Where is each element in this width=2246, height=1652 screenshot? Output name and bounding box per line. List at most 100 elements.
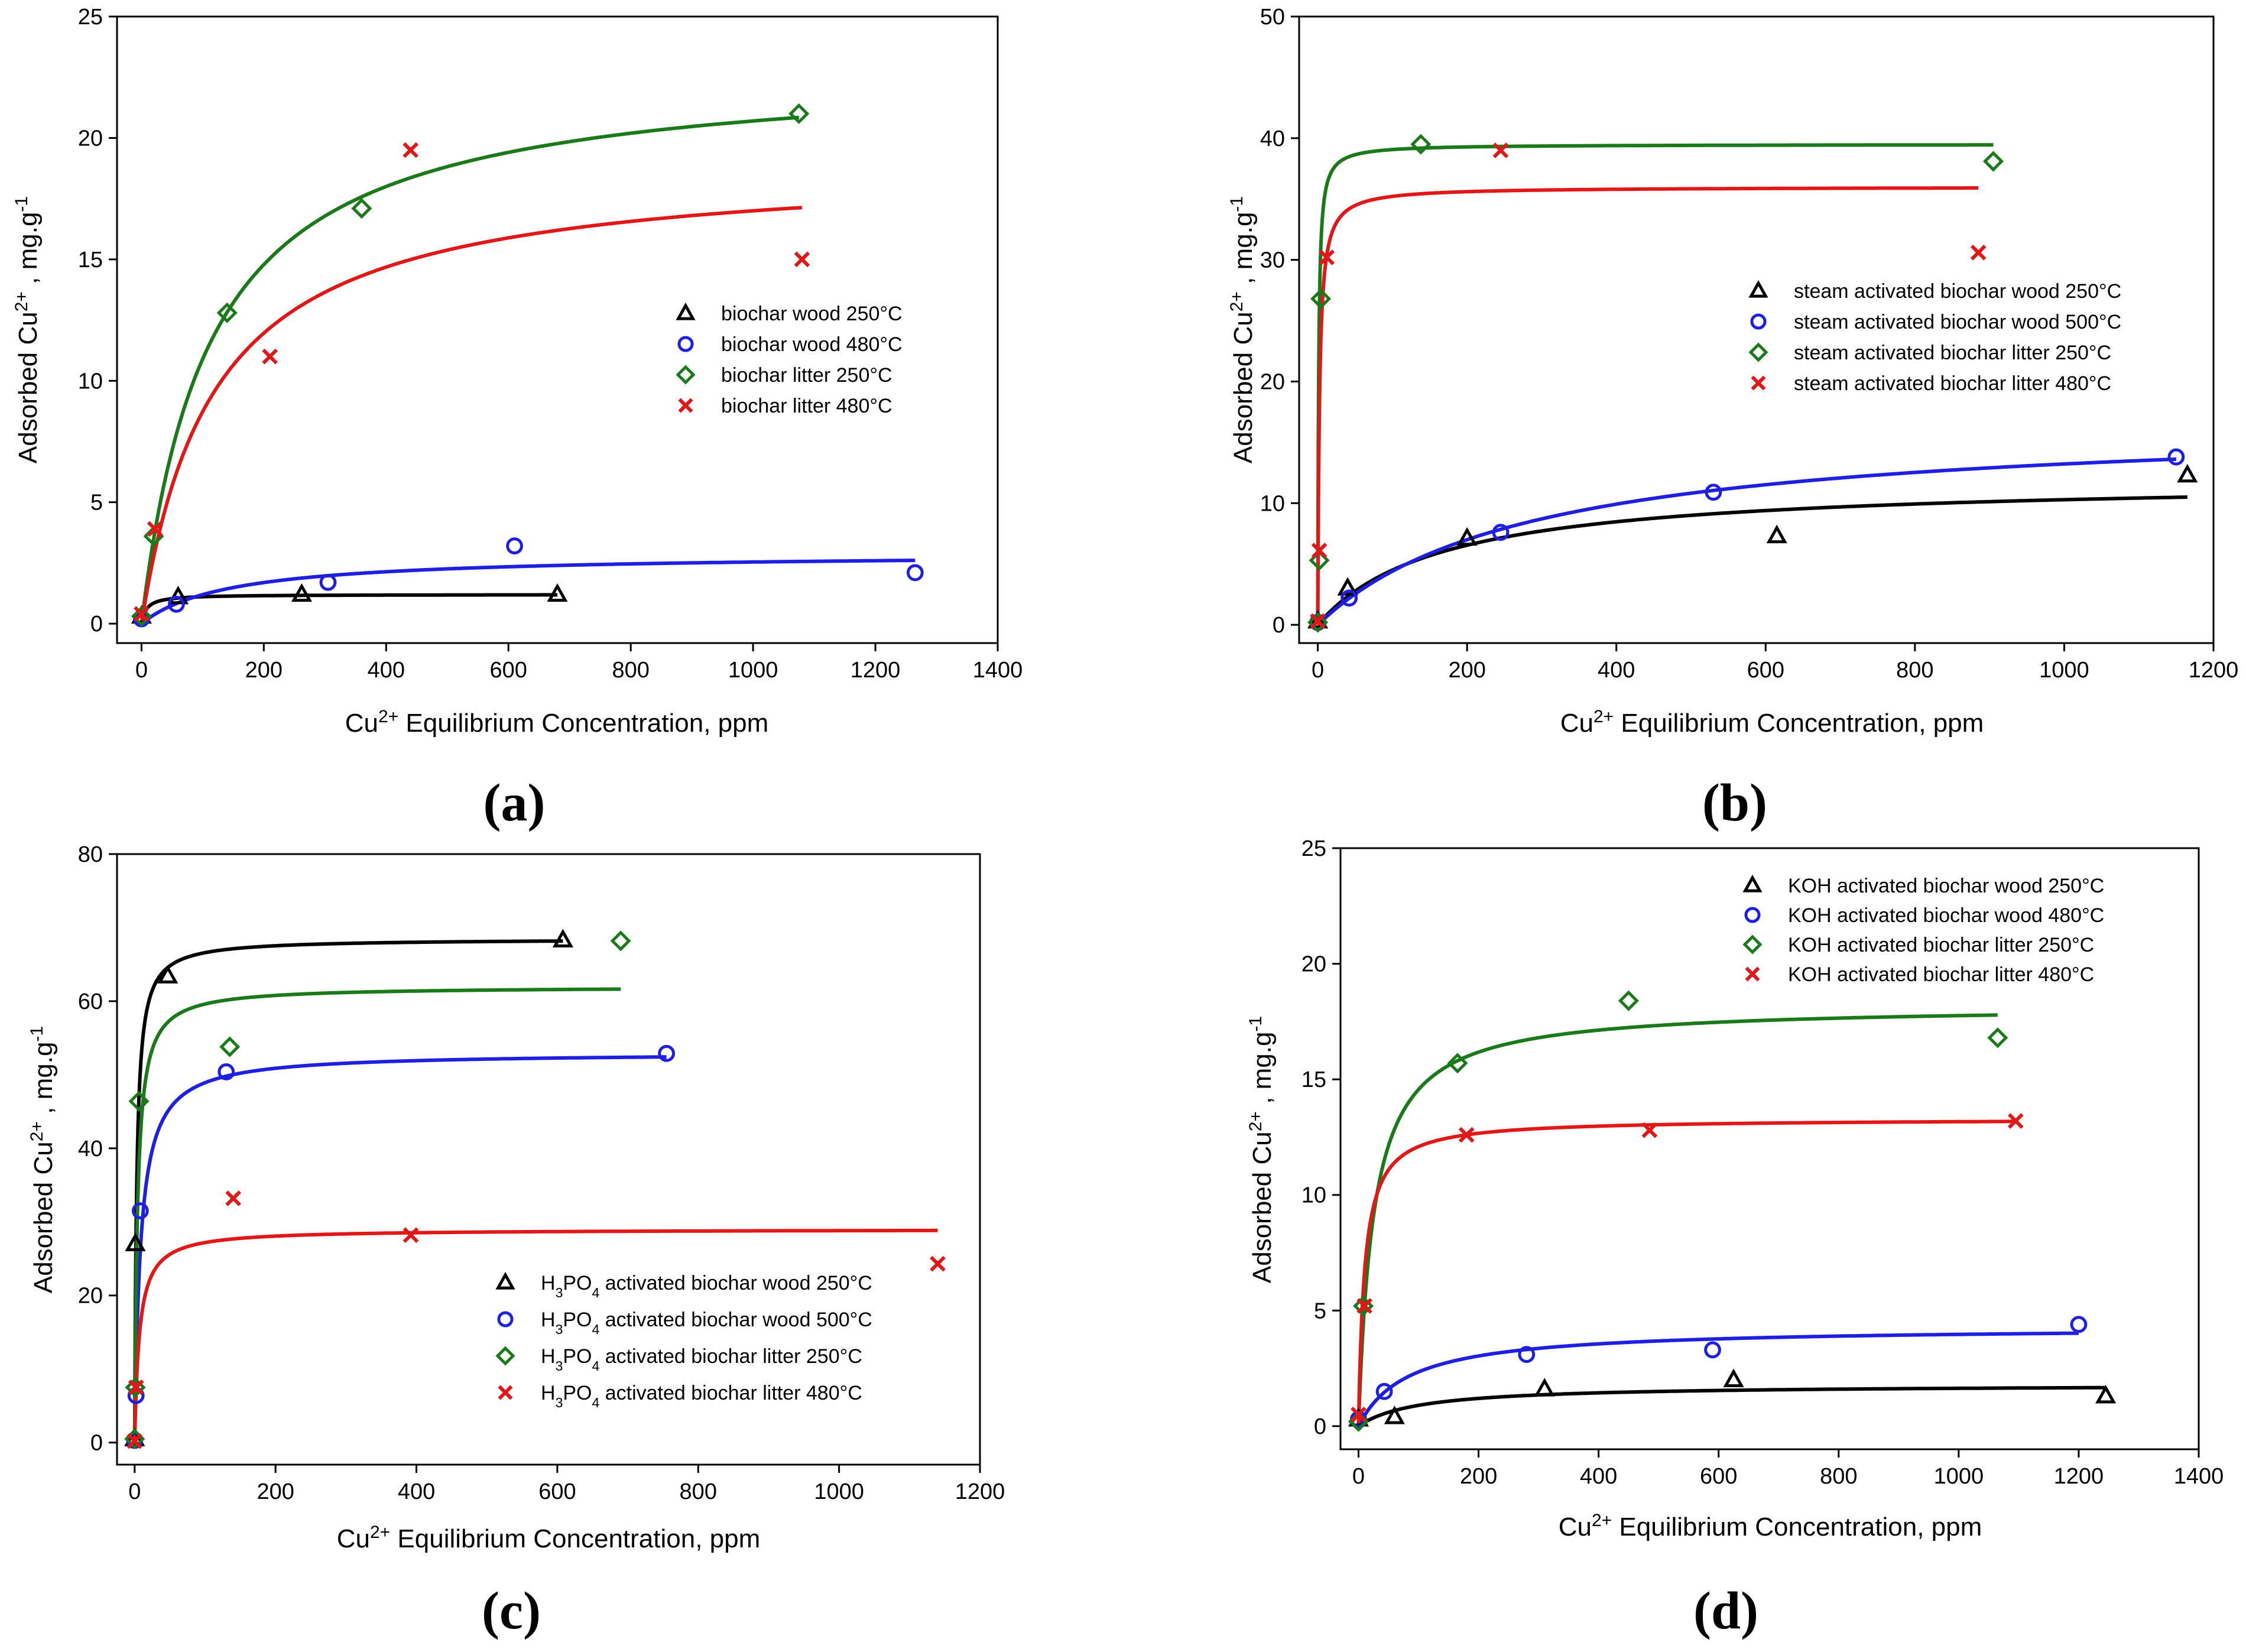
y-tick-label: 20 <box>78 126 103 151</box>
fit-curve-green <box>1316 143 1994 625</box>
series-red-points <box>1310 142 1987 629</box>
x-tick-label: 1400 <box>2174 1464 2224 1489</box>
fit-curve-green <box>1356 1013 1998 1426</box>
cross-marker <box>794 251 810 268</box>
x-tick-label: 600 <box>538 1479 576 1504</box>
y-tick-label: 0 <box>1273 613 1285 638</box>
y-axis-label: Adsorbed Cu2+ , mg.g-1 <box>12 196 43 463</box>
x-tick-label: 400 <box>1598 658 1635 683</box>
legend-entry: biochar wood 250°C <box>721 303 903 325</box>
y-tick-label: 15 <box>78 248 103 272</box>
x-tick-label: 1200 <box>2054 1464 2104 1489</box>
circle-marker <box>1518 1346 1536 1364</box>
triangle-marker <box>1456 527 1478 546</box>
legend-entry: KOH activated biochar wood 480°C <box>1788 904 2104 927</box>
diamond-marker <box>219 1036 241 1057</box>
plot-frame <box>1298 15 2215 644</box>
cross-marker <box>403 1227 419 1244</box>
legend: H3PO4 activated biochar wood 250°C H3PO4 … <box>495 1271 872 1410</box>
circle-marker <box>906 564 924 582</box>
x-tick-label: 600 <box>1700 1464 1737 1489</box>
cross-marker <box>225 1190 241 1206</box>
circle-marker <box>1744 907 1761 923</box>
circle-marker <box>218 1063 235 1080</box>
diamond-marker <box>1310 288 1332 310</box>
x-tick-label: 200 <box>1448 658 1485 683</box>
triangle-marker <box>1384 1406 1405 1424</box>
triangle-marker <box>167 585 189 605</box>
fit-curve-red <box>1316 186 1979 625</box>
diamond-marker <box>1447 1053 1468 1074</box>
x-tick-label: 800 <box>612 658 649 683</box>
diamond-marker <box>495 1346 515 1366</box>
fit-curve-black <box>139 593 557 625</box>
diamond-marker <box>1982 151 2004 172</box>
cross-marker <box>2007 1113 2024 1129</box>
legend-entry: biochar litter 250°C <box>721 364 892 387</box>
panel-c: 0 200 400 600 800 1000 1200 0 20 40 60 80 Cu2+ Equil… <box>27 842 1005 1640</box>
x-tick-label: 1000 <box>814 1479 864 1504</box>
panel-d: 0 200 400 600 800 1000 1200 1400 0 5 10 15 20 25 Cu2+ … <box>1246 836 2224 1640</box>
series-red-points <box>1351 1113 2024 1423</box>
x-axis-label: Cu2+ Equilibrium Concentration, ppm <box>345 707 769 738</box>
legend-entry: steam activated biochar wood 250°C <box>1794 280 2121 303</box>
panel-b: 0 200 400 600 800 1000 1200 0 10 20 30 40 50 Cu2+ Equ… <box>1227 5 2239 832</box>
fit-curve-green <box>139 115 799 624</box>
circle-marker <box>2167 448 2185 466</box>
x-tick-label: 0 <box>1312 658 1324 683</box>
legend-entry: steam activated biochar wood 500°C <box>1794 311 2121 333</box>
x-tick-label: 1000 <box>1934 1464 1984 1489</box>
panel-label: (d) <box>1693 1582 1758 1640</box>
cross-marker <box>1745 966 1760 982</box>
legend-entry: H3PO4 activated biochar wood 500°C <box>541 1309 872 1337</box>
plot-frame <box>1339 847 2200 1450</box>
circle-marker <box>131 1202 149 1220</box>
x-tick-label: 200 <box>257 1479 294 1504</box>
x-tick-label: 600 <box>1747 658 1784 683</box>
cross-marker <box>1492 142 1509 158</box>
fit-curve-blue <box>139 559 916 626</box>
diamond-marker <box>610 930 631 952</box>
x-tick-label: 600 <box>490 658 527 683</box>
fit-curve-green <box>132 987 621 1443</box>
y-axis-label: Adsorbed Cu2+ , mg.g-1 <box>1246 1016 1277 1283</box>
x-tick-label: 1400 <box>973 658 1023 683</box>
legend-entry: steam activated biochar litter 480°C <box>1794 372 2111 395</box>
y-tick-label: 40 <box>1260 126 1285 151</box>
fit-curve-blue <box>1356 1331 2079 1427</box>
triangle-marker <box>1742 874 1763 892</box>
legend-entry: KOH activated biochar litter 480°C <box>1788 963 2094 986</box>
fit-curve-black <box>132 939 563 1443</box>
cross-marker <box>1970 244 1987 261</box>
legend-entry: biochar wood 480°C <box>721 333 903 356</box>
y-tick-label: 25 <box>78 5 103 30</box>
legend: steam activated biochar wood 250°C steam … <box>1748 280 2121 395</box>
x-axis-label: Cu2+ Equilibrium Concentration, ppm <box>1559 1511 1982 1542</box>
cross-marker <box>1351 1407 1367 1423</box>
legend-entry: biochar litter 480°C <box>721 395 892 417</box>
triangle-marker <box>1748 280 1768 298</box>
diamond-marker <box>131 606 152 627</box>
y-tick-label: 20 <box>1260 369 1285 394</box>
series-blue-points <box>132 537 924 628</box>
x-tick-label: 1200 <box>955 1479 1005 1504</box>
cross-marker <box>1310 613 1326 629</box>
cross-marker <box>930 1255 946 1272</box>
circle-marker <box>497 1311 514 1328</box>
cross-marker <box>134 606 150 622</box>
diamond-marker <box>788 103 810 124</box>
triangle-marker <box>495 1271 515 1290</box>
x-tick-label: 400 <box>368 658 405 683</box>
x-tick-label: 200 <box>245 658 283 683</box>
circle-marker <box>1375 1382 1393 1400</box>
cross-marker <box>1751 375 1766 391</box>
legend-entry: KOH activated biochar litter 250°C <box>1788 934 2094 956</box>
triangle-marker <box>1766 524 1787 544</box>
triangle-marker <box>1337 577 1358 596</box>
series-green-points <box>124 930 631 1449</box>
y-tick-label: 20 <box>78 1284 103 1309</box>
triangle-marker <box>157 965 178 984</box>
plot-frame <box>116 853 981 1466</box>
x-tick-label: 800 <box>680 1479 717 1504</box>
